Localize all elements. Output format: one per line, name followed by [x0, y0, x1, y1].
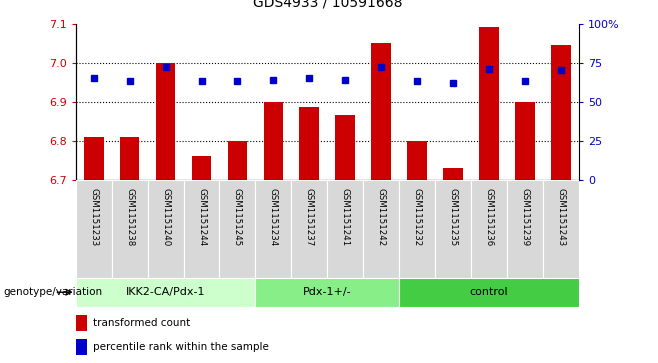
Bar [327, 180, 363, 278]
Text: GSM1151241: GSM1151241 [341, 188, 350, 246]
Bar [76, 278, 255, 307]
Bar [76, 315, 87, 331]
Text: GSM1151245: GSM1151245 [233, 188, 242, 246]
Bar [543, 180, 579, 278]
Text: GSM1151232: GSM1151232 [413, 188, 422, 246]
Bar [371, 43, 391, 180]
Bar [264, 102, 284, 180]
Text: GSM1151233: GSM1151233 [89, 188, 98, 246]
Bar [112, 180, 147, 278]
Bar [184, 180, 220, 278]
Bar [299, 107, 319, 180]
Bar [255, 278, 399, 307]
Bar [255, 180, 291, 278]
Text: GSM1151237: GSM1151237 [305, 188, 314, 246]
Bar [291, 180, 327, 278]
Text: percentile rank within the sample: percentile rank within the sample [93, 342, 269, 352]
Bar [507, 180, 543, 278]
Text: genotype/variation: genotype/variation [3, 287, 103, 297]
Bar [399, 278, 579, 307]
Text: GSM1151239: GSM1151239 [520, 188, 530, 246]
Bar [363, 180, 399, 278]
Text: GSM1151235: GSM1151235 [449, 188, 458, 246]
Bar [551, 45, 571, 180]
Text: GSM1151236: GSM1151236 [485, 188, 494, 246]
Bar [84, 137, 103, 180]
Bar [479, 28, 499, 180]
Bar [435, 180, 471, 278]
Bar [191, 156, 211, 180]
Bar [76, 180, 112, 278]
Text: GSM1151243: GSM1151243 [557, 188, 566, 246]
Bar [407, 141, 427, 180]
Text: GSM1151238: GSM1151238 [125, 188, 134, 246]
Bar [147, 180, 184, 278]
Bar [471, 180, 507, 278]
Bar [76, 339, 87, 355]
Bar [336, 115, 355, 180]
Text: control: control [470, 287, 509, 297]
Text: GSM1151240: GSM1151240 [161, 188, 170, 246]
Bar [399, 180, 435, 278]
Text: GSM1151244: GSM1151244 [197, 188, 206, 246]
Bar [515, 102, 535, 180]
Text: Pdx-1+/-: Pdx-1+/- [303, 287, 351, 297]
Text: IKK2-CA/Pdx-1: IKK2-CA/Pdx-1 [126, 287, 205, 297]
Bar [443, 168, 463, 180]
Bar [228, 141, 247, 180]
Bar [156, 62, 176, 180]
Text: GDS4933 / 10591668: GDS4933 / 10591668 [253, 0, 402, 9]
Text: transformed count: transformed count [93, 318, 191, 328]
Bar [220, 180, 255, 278]
Text: GSM1151234: GSM1151234 [269, 188, 278, 246]
Bar [120, 137, 139, 180]
Text: GSM1151242: GSM1151242 [377, 188, 386, 246]
